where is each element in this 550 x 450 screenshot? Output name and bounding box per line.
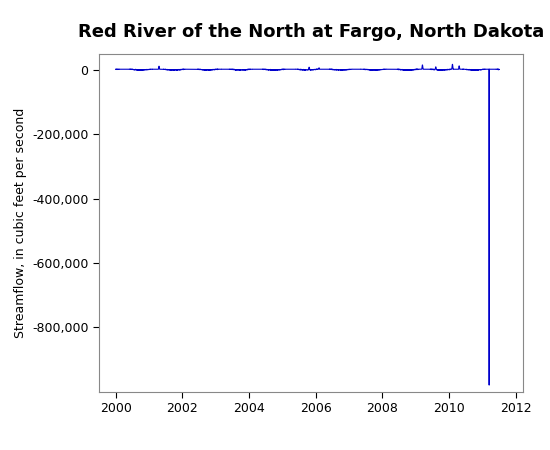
Y-axis label: Streamflow, in cubic feet per second: Streamflow, in cubic feet per second (14, 108, 26, 338)
Title: Red River of the North at Fargo, North Dakota: Red River of the North at Fargo, North D… (78, 23, 544, 41)
